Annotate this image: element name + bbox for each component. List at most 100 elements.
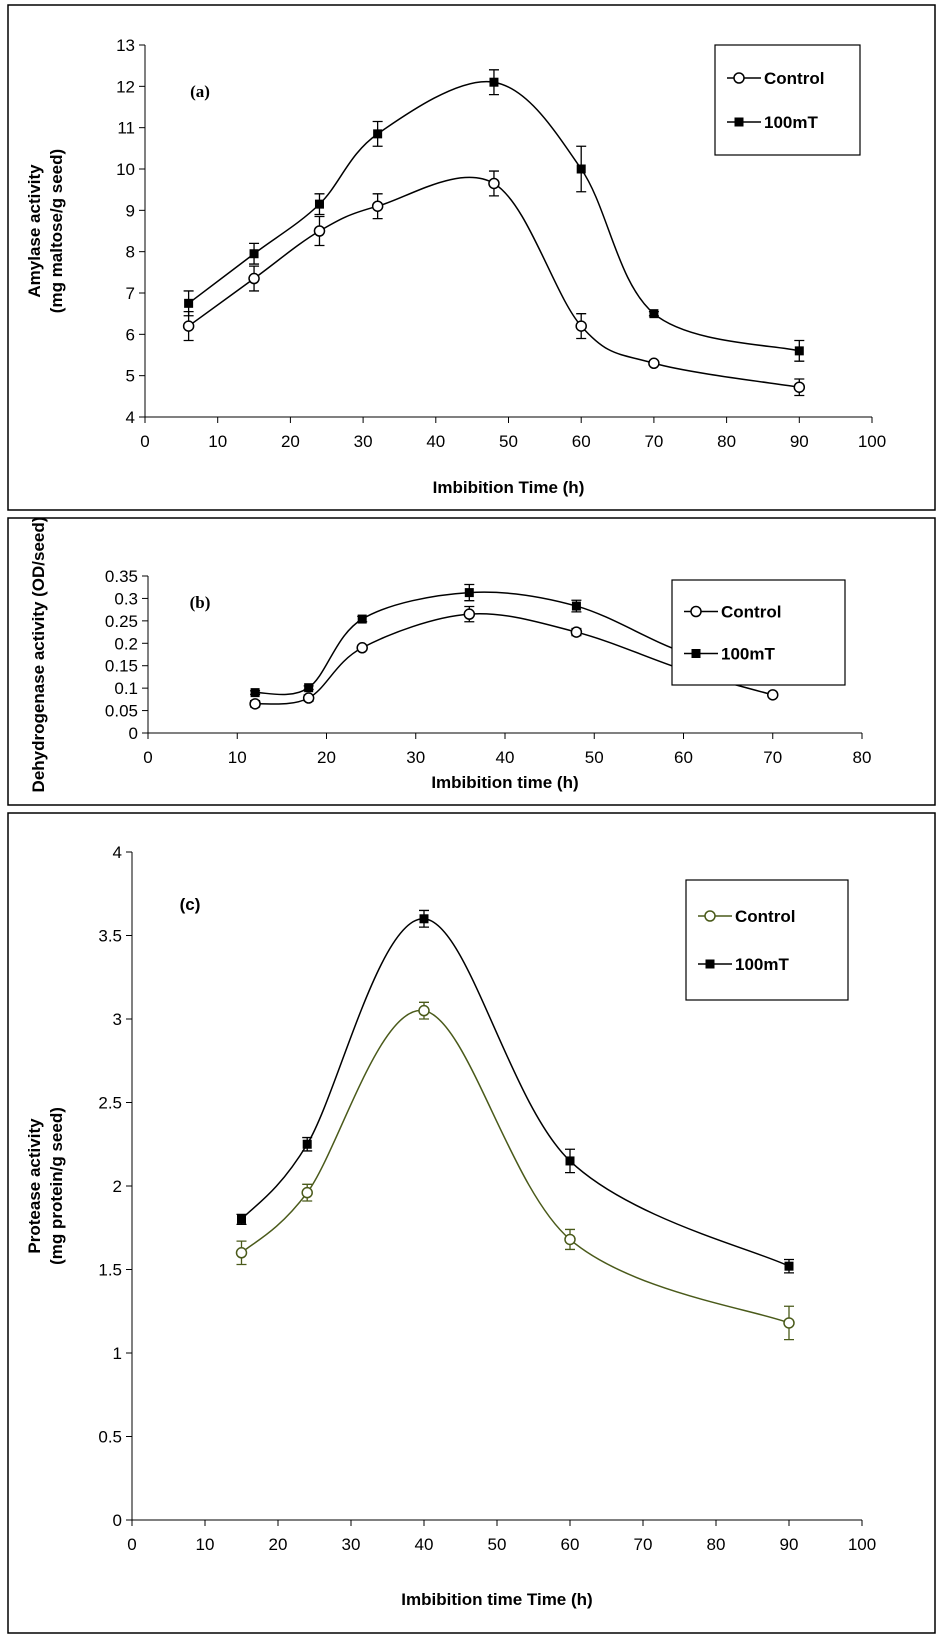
- legend-label: 100mT: [721, 645, 775, 664]
- y-tick-label: 7: [126, 284, 135, 303]
- x-tick-label: 80: [717, 432, 736, 451]
- x-tick-label: 90: [790, 432, 809, 451]
- marker: [794, 346, 804, 356]
- legend-label: 100mT: [764, 113, 818, 132]
- y-axis-title: (mg maltose/g seed): [47, 149, 66, 313]
- panel-frame: [7, 812, 936, 1634]
- marker: [488, 177, 500, 190]
- x-tick-label: 20: [281, 432, 300, 451]
- y-tick-label: 0.05: [105, 702, 138, 721]
- legend-label: 100mT: [735, 955, 789, 974]
- marker: [301, 1186, 313, 1199]
- legend-marker: [704, 910, 716, 922]
- x-tick-label: 50: [488, 1535, 507, 1554]
- marker: [250, 688, 260, 698]
- series-line: [240, 1009, 790, 1324]
- x-tick-label: 50: [585, 748, 604, 767]
- y-tick-label: 10: [116, 160, 135, 179]
- x-tick-label: 60: [572, 432, 591, 451]
- y-tick-label: 0.15: [105, 657, 138, 676]
- y-tick-label: 8: [126, 243, 135, 262]
- marker: [464, 588, 474, 598]
- y-axis-title: Amylase activity: [25, 164, 44, 298]
- x-tick-label: 70: [763, 748, 782, 767]
- marker: [304, 683, 314, 693]
- legend-marker: [690, 605, 702, 618]
- marker: [248, 272, 260, 285]
- y-tick-label: 0: [129, 724, 138, 743]
- panel-label: (c): [180, 895, 201, 914]
- legend-marker: [733, 72, 745, 84]
- marker: [371, 200, 384, 212]
- marker: [783, 1317, 795, 1329]
- legend-label: Control: [721, 603, 781, 622]
- marker: [373, 129, 383, 139]
- marker: [302, 692, 315, 704]
- legend-marker: [734, 117, 744, 127]
- y-tick-label: 3.5: [98, 927, 122, 946]
- marker: [767, 689, 779, 701]
- marker: [249, 698, 261, 710]
- legend-marker: [705, 959, 715, 969]
- x-tick-label: 30: [342, 1535, 361, 1554]
- y-tick-label: 0.25: [105, 612, 138, 631]
- x-tick-label: 0: [127, 1535, 136, 1554]
- marker: [235, 1247, 248, 1259]
- y-tick-label: 13: [116, 36, 135, 55]
- marker: [489, 77, 499, 87]
- y-tick-label: 4: [113, 843, 122, 862]
- x-tick-label: 100: [858, 432, 886, 451]
- x-tick-label: 100: [848, 1535, 876, 1554]
- marker: [184, 298, 194, 308]
- marker: [418, 1004, 430, 1017]
- x-tick-label: 50: [499, 432, 518, 451]
- marker: [784, 1261, 794, 1271]
- panel-label: (a): [190, 82, 210, 101]
- x-tick-label: 0: [140, 432, 149, 451]
- marker: [237, 1214, 246, 1224]
- legend-label: Control: [735, 907, 795, 926]
- series-line: [188, 176, 800, 388]
- y-tick-label: 9: [126, 201, 135, 220]
- x-axis-title: Imbibition Time (h): [433, 478, 585, 497]
- y-tick-label: 11: [117, 119, 135, 138]
- y-tick-label: 0.35: [105, 567, 138, 586]
- marker: [182, 320, 195, 332]
- y-axis-title: (mg protein/g seed): [47, 1107, 66, 1265]
- x-axis-title: Imbibition time Time (h): [401, 1590, 592, 1609]
- panel-frame: [7, 517, 936, 806]
- marker: [357, 614, 367, 624]
- marker: [565, 1156, 575, 1166]
- y-axis-title: Dehydrogenase activity (OD/seed): [29, 517, 48, 793]
- marker: [571, 601, 581, 611]
- x-tick-label: 60: [674, 748, 693, 767]
- x-tick-label: 10: [208, 432, 227, 451]
- x-tick-label: 20: [269, 1535, 288, 1554]
- x-tick-label: 60: [561, 1535, 580, 1554]
- y-tick-label: 1.5: [98, 1261, 122, 1280]
- marker: [419, 914, 429, 924]
- legend-box: [685, 879, 849, 1001]
- series-line: [188, 80, 800, 352]
- x-tick-label: 40: [415, 1535, 434, 1554]
- marker: [314, 199, 324, 209]
- y-tick-label: 2: [113, 1177, 122, 1196]
- y-axis-title: Protease activity: [25, 1118, 44, 1254]
- y-tick-label: 4: [126, 408, 135, 427]
- legend-box: [671, 579, 846, 686]
- marker: [463, 608, 476, 620]
- marker: [648, 357, 660, 370]
- marker: [570, 626, 583, 638]
- marker: [313, 225, 326, 237]
- y-tick-label: 1: [113, 1344, 122, 1363]
- x-tick-label: 30: [354, 432, 373, 451]
- legend-box: [714, 44, 861, 156]
- y-tick-label: 0.3: [114, 589, 138, 608]
- x-tick-label: 70: [644, 432, 663, 451]
- y-tick-label: 5: [126, 367, 135, 386]
- x-tick-label: 10: [228, 748, 247, 767]
- marker: [356, 642, 368, 654]
- y-tick-label: 0.2: [114, 634, 138, 653]
